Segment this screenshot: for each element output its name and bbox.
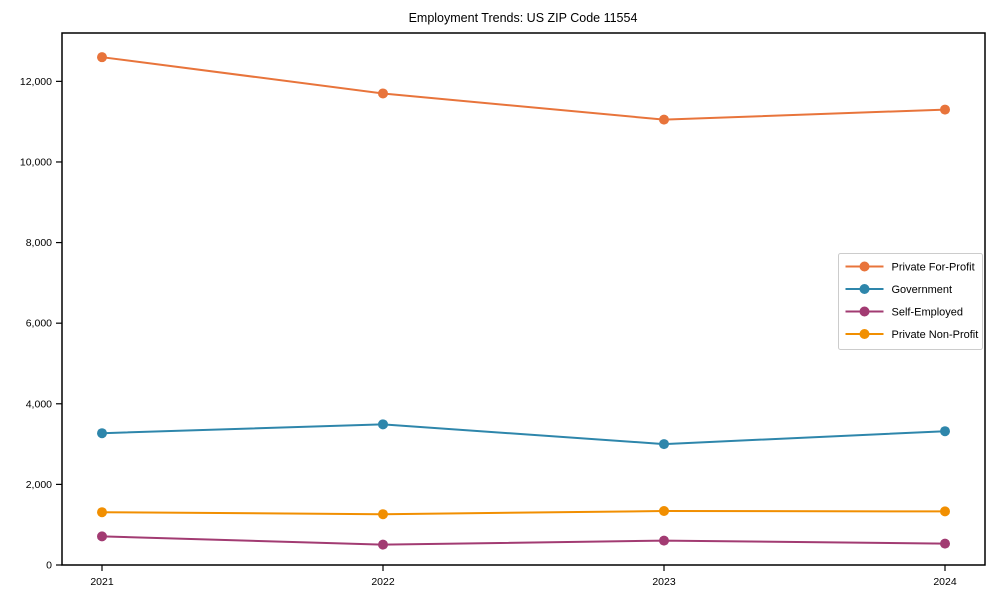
- series-point: [378, 419, 388, 430]
- series-point: [659, 535, 669, 546]
- y-tick-label: 0: [46, 560, 52, 572]
- series-point: [940, 426, 950, 437]
- y-tick-label: 10,000: [20, 156, 52, 168]
- x-tick-label: 2021: [90, 576, 114, 588]
- series-point: [97, 507, 107, 518]
- legend-box: [838, 253, 983, 350]
- series-point: [97, 52, 107, 63]
- legend-marker: [859, 329, 870, 339]
- series-line: [101, 423, 946, 446]
- legend-label: Private Non-Profit: [892, 329, 979, 341]
- y-tick-label: 4,000: [26, 398, 52, 410]
- series-point: [97, 531, 107, 542]
- series-point: [97, 428, 107, 439]
- y-tick-label: 12,000: [20, 76, 52, 88]
- y-tick-label: 8,000: [26, 237, 52, 249]
- series-line: [101, 56, 946, 121]
- series-line: [101, 535, 946, 546]
- legend-marker: [859, 284, 870, 294]
- series-point: [940, 104, 950, 115]
- legend-label: Self-Employed: [892, 307, 964, 319]
- legend-label: Private For-Profit: [892, 262, 975, 274]
- x-tick-label: 2022: [371, 576, 395, 588]
- legend-label: Government: [892, 284, 953, 296]
- series-point: [940, 506, 950, 517]
- plot-layer: 0 2,000 4,000 6,000 8,000 10,000 12,000 2021 202…: [20, 32, 986, 588]
- series-point: [378, 88, 388, 99]
- series-point: [378, 509, 388, 520]
- plot-border: [61, 32, 986, 566]
- y-tick-label: 6,000: [26, 318, 52, 330]
- legend-marker: [859, 261, 870, 272]
- series-point: [659, 505, 669, 516]
- legend-marker: [859, 306, 870, 317]
- series-point: [659, 114, 669, 125]
- series-point: [940, 538, 950, 549]
- series-point: [659, 439, 669, 450]
- series-line: [101, 509, 946, 516]
- y-tick-label: 2,000: [26, 479, 52, 491]
- x-tick-label: 2024: [933, 576, 957, 588]
- series-point: [378, 539, 388, 550]
- chart-title: Employment Trends: US ZIP Code 11554: [409, 11, 638, 25]
- x-tick-label: 2023: [652, 576, 676, 588]
